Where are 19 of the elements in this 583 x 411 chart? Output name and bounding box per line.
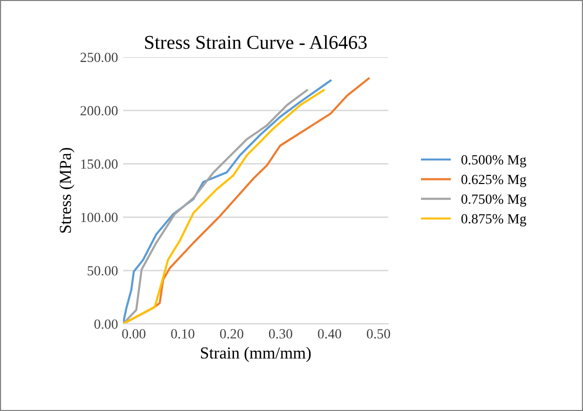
x-tick-label: 0.20 <box>220 329 244 339</box>
legend-label: 0.625% Mg <box>461 174 526 188</box>
y-axis-title: Stress (MPa) <box>59 148 74 233</box>
y-tick-label: 150.00 <box>81 159 118 169</box>
y-tick-label: 100.00 <box>81 212 118 222</box>
legend-label: 0.500% Mg <box>461 155 526 168</box>
y-tick-label: 200.00 <box>80 106 118 116</box>
x-tick-label: 0.30 <box>268 329 292 339</box>
chart-title: Stress Strain Curve - Al6463 <box>145 35 367 49</box>
y-tick-label: 250.00 <box>80 52 118 62</box>
x-tick-label: 0.10 <box>171 329 194 339</box>
y-tick-label: 50.00 <box>88 266 118 276</box>
x-tick-label: 0.50 <box>366 329 390 339</box>
x-axis-title: Strain (mm/mm) <box>200 346 311 362</box>
y-tick-label: 0.00 <box>94 319 118 329</box>
legend-label: 0.875% Mg <box>461 214 526 226</box>
x-tick-label: 0.40 <box>318 329 342 339</box>
legend-label: 0.750% Mg <box>461 194 526 207</box>
x-tick-label: 0.00 <box>122 329 146 339</box>
